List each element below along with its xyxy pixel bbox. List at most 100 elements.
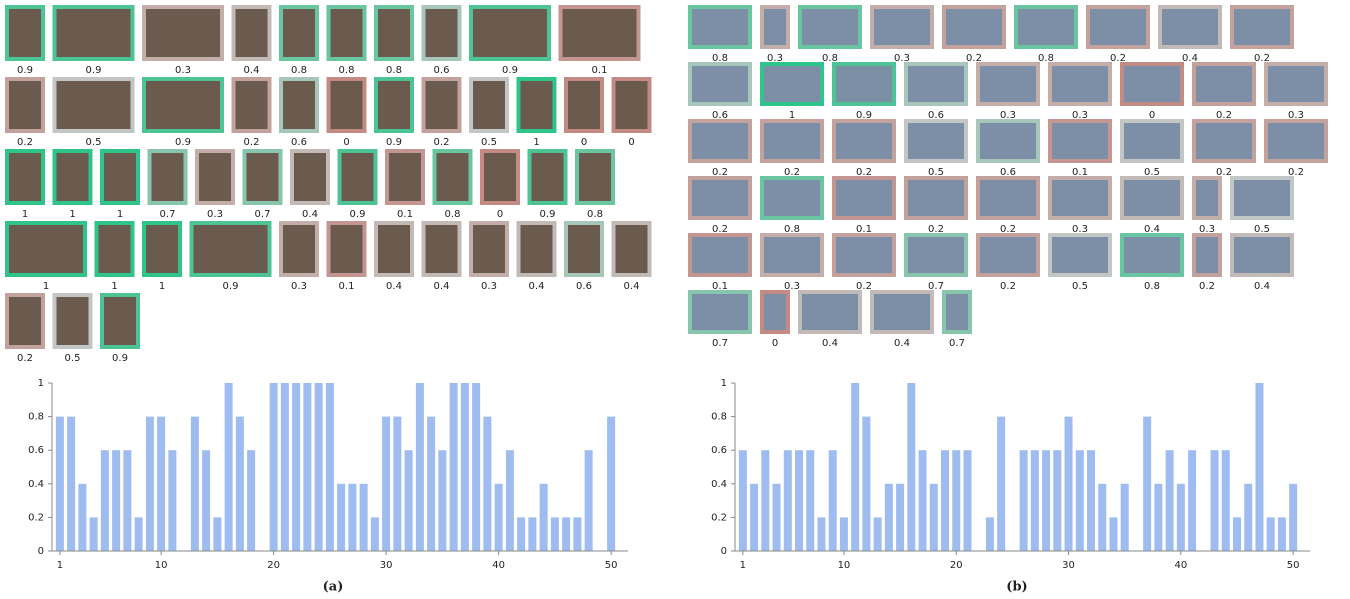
bar [449, 383, 458, 551]
thumbnail [469, 221, 509, 277]
score-label: 0.8 [291, 65, 307, 76]
thumbnail [976, 233, 1040, 277]
thumbnail [1048, 119, 1112, 163]
score-label: 0.2 [1216, 110, 1232, 121]
score-label: 0.1 [339, 281, 355, 292]
thumbnail [326, 221, 367, 277]
bar [1053, 450, 1062, 551]
x-tick-label: 20 [950, 560, 963, 571]
thumbnail [100, 149, 140, 205]
thumbnail [904, 119, 968, 163]
bar [929, 483, 938, 551]
score-label: 0.4 [894, 338, 910, 349]
thumbnail [385, 149, 425, 205]
score-label: 0.6 [1000, 167, 1016, 178]
bar [269, 383, 278, 551]
score-label: 0.6 [576, 281, 592, 292]
thumbnail [1014, 5, 1078, 49]
bar [359, 483, 368, 551]
bar [896, 483, 905, 551]
x-tick-label: 40 [1174, 560, 1187, 571]
bar [1064, 416, 1073, 551]
bar [1120, 483, 1129, 551]
score-label: 0.2 [1199, 281, 1215, 292]
bar [483, 416, 492, 551]
thumbnail [688, 119, 752, 163]
bar [145, 416, 154, 551]
thumbnail [558, 5, 641, 61]
bar [851, 383, 860, 551]
score-label: 0.4 [386, 281, 402, 292]
bar [1165, 450, 1174, 551]
thumbnail [516, 221, 557, 277]
thumbnail [242, 149, 283, 205]
thumbnail [1192, 62, 1256, 106]
thumbnail [976, 119, 1040, 163]
bar [393, 416, 402, 551]
bar [190, 416, 199, 551]
thumbnail [432, 149, 473, 205]
bar [1109, 517, 1118, 551]
score-label: 0.4 [529, 281, 545, 292]
thumbnail [480, 149, 520, 205]
score-label: 0.8 [339, 65, 355, 76]
score-label: 0 [1149, 110, 1155, 121]
bar [1019, 450, 1028, 551]
thumbnail [760, 62, 824, 106]
score-label: 0 [772, 338, 778, 349]
score-label: 0.2 [784, 167, 800, 178]
thumbnail [832, 119, 896, 163]
thumbnail [870, 290, 934, 334]
thumbnail [942, 290, 972, 334]
score-label: 0.3 [784, 281, 800, 292]
y-tick-label: 0.6 [711, 445, 727, 456]
thumbnail [326, 5, 367, 61]
score-label: 0 [581, 137, 587, 148]
thumbnail [870, 5, 934, 49]
score-label: 1 [533, 137, 539, 148]
score-label: 0.3 [1072, 224, 1088, 235]
bar [89, 517, 98, 551]
score-label: 0.9 [223, 281, 239, 292]
bar [1266, 517, 1275, 551]
score-label: 0.4 [244, 65, 260, 76]
bar [1221, 450, 1230, 551]
bar [941, 450, 950, 551]
bar [67, 416, 76, 551]
thumbnail [1120, 233, 1184, 277]
x-tick-label: 10 [155, 560, 168, 571]
bar [539, 483, 548, 551]
score-label: 0.8 [445, 209, 461, 220]
score-label: 0.8 [1038, 53, 1054, 64]
bar [235, 416, 244, 551]
y-tick-label: 1 [721, 378, 727, 389]
thumbnail [575, 149, 615, 205]
bar [738, 450, 747, 551]
bar [862, 416, 871, 551]
bar [1098, 483, 1107, 551]
score-label: 0.9 [856, 110, 872, 121]
score-label: 0.4 [302, 209, 318, 220]
bar [573, 517, 582, 551]
thumbnail [469, 5, 551, 61]
thumbnail [1048, 176, 1112, 220]
bar [1030, 450, 1039, 551]
score-label: 0.4 [1182, 53, 1198, 64]
bar [907, 383, 916, 551]
x-tick-label: 1 [57, 560, 63, 571]
thumbnail [5, 149, 45, 205]
thumbnail [564, 77, 604, 133]
thumbnail [904, 176, 968, 220]
score-label: 1 [69, 209, 75, 220]
score-label: 0.5 [86, 137, 102, 148]
bar [1244, 483, 1253, 551]
score-label: 0.3 [1072, 110, 1088, 121]
bar [292, 383, 301, 551]
thumbnail [5, 5, 45, 61]
score-label: 0.3 [207, 209, 223, 220]
y-tick-label: 1 [38, 378, 44, 389]
thumbnail [52, 149, 93, 205]
score-label: 0.3 [767, 53, 783, 64]
x-tick-label: 50 [1287, 560, 1300, 571]
bar [348, 483, 357, 551]
